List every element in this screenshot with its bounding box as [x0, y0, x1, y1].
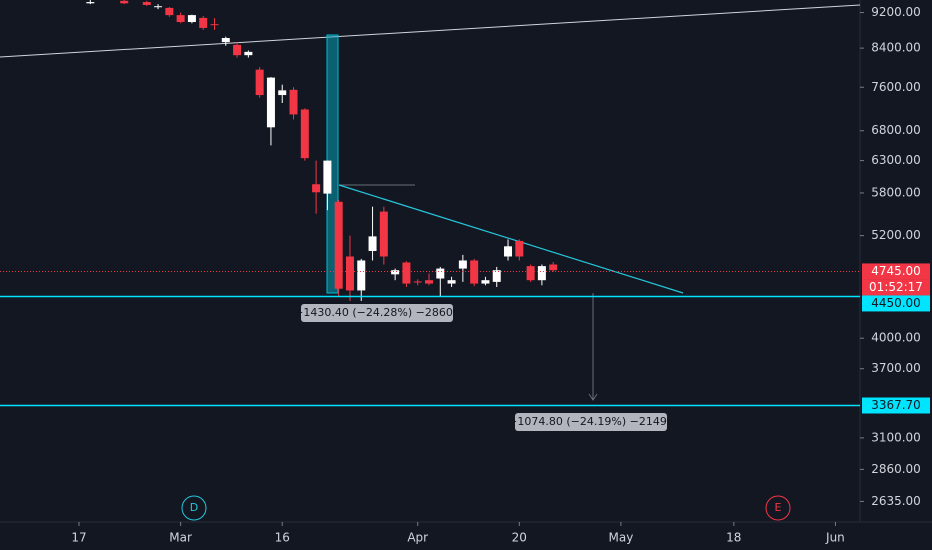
level-label: 4450.00	[871, 296, 921, 310]
y-tick-label: 6800.00	[871, 123, 921, 137]
measure-label: −1074.80 (−24.19%) −21496	[508, 415, 674, 428]
candle-body	[413, 281, 422, 283]
event-marker-label[interactable]: D	[190, 501, 198, 514]
measure-label-box	[301, 304, 453, 322]
x-tick-label: 17	[71, 531, 86, 545]
x-tick-label: Mar	[169, 531, 192, 545]
level-label-box	[862, 295, 930, 312]
candle-body	[221, 38, 230, 43]
y-tick-label: 4000.00	[871, 331, 921, 345]
candle-body	[436, 268, 445, 279]
y-tick-label: 3100.00	[871, 430, 921, 444]
candle-body	[165, 7, 174, 16]
candle-body	[266, 77, 275, 128]
candle-body	[289, 89, 298, 115]
countdown-box	[862, 279, 930, 296]
x-tick-label: Jun	[825, 531, 845, 545]
x-tick-label: May	[609, 531, 634, 545]
candle-body	[391, 270, 400, 275]
y-tick-label: 5200.00	[871, 228, 921, 242]
candle-body	[345, 256, 354, 291]
candle-body	[368, 236, 377, 251]
candle-body	[199, 17, 208, 28]
event-marker[interactable]	[765, 495, 791, 521]
price-label-box	[862, 263, 930, 280]
candle-body	[142, 2, 151, 5]
candle-body	[233, 44, 242, 56]
y-tick-label: 6300.00	[871, 153, 921, 167]
candle-body	[470, 260, 479, 284]
event-marker-label[interactable]: E	[775, 501, 782, 514]
countdown-label: 01:52:17	[869, 280, 923, 294]
y-tick-label: 2635.00	[871, 494, 921, 508]
level-label: 3367.70	[871, 398, 921, 412]
candle-body	[323, 160, 332, 194]
candle-body	[526, 266, 535, 281]
candle-body	[481, 280, 490, 284]
candle-body	[334, 201, 343, 289]
candle-body	[357, 260, 366, 291]
candle-body	[537, 266, 546, 281]
marks	[86, 0, 558, 301]
x-tick-label: Apr	[407, 531, 428, 545]
candle-body	[244, 51, 253, 56]
level-label-box	[862, 397, 930, 414]
trend-line	[0, 4, 861, 58]
candle-body	[278, 90, 287, 96]
candle-body	[300, 109, 309, 159]
candle-body	[379, 211, 388, 257]
candle-body	[492, 270, 501, 282]
y-tick-label: 7600.00	[871, 80, 921, 94]
candle-body	[458, 260, 467, 269]
measure-arrow-head	[588, 393, 598, 401]
candle-body	[549, 264, 558, 271]
candle-body	[210, 24, 219, 26]
y-tick-label: 9200.00	[871, 5, 921, 19]
candle-body	[515, 240, 524, 257]
candle-body	[504, 246, 513, 257]
candle-body	[187, 15, 196, 23]
candle-body	[255, 69, 264, 96]
candle-body	[425, 280, 433, 284]
candle-body	[86, 2, 95, 4]
y-tick-label: 8400.00	[871, 41, 921, 55]
y-tick-label: 2860.00	[871, 462, 921, 476]
measure-label-box	[515, 413, 667, 431]
measure-label: −1430.40 (−24.28%) −28608	[294, 306, 460, 319]
candle-body	[120, 0, 129, 4]
candle-body	[154, 6, 163, 8]
candle-body	[176, 15, 185, 23]
x-tick-label: 20	[512, 531, 527, 545]
y-tick-label: 3700.00	[871, 361, 921, 375]
candle-body	[402, 262, 411, 284]
x-tick-label: 16	[275, 531, 290, 545]
y-tick-label: 5800.00	[871, 185, 921, 199]
price-label: 4745.00	[871, 264, 921, 278]
x-tick-label: 18	[726, 531, 741, 545]
triangle-line	[338, 184, 684, 294]
candle-body	[312, 184, 321, 193]
event-marker[interactable]	[181, 495, 207, 521]
candle-body	[447, 280, 456, 284]
